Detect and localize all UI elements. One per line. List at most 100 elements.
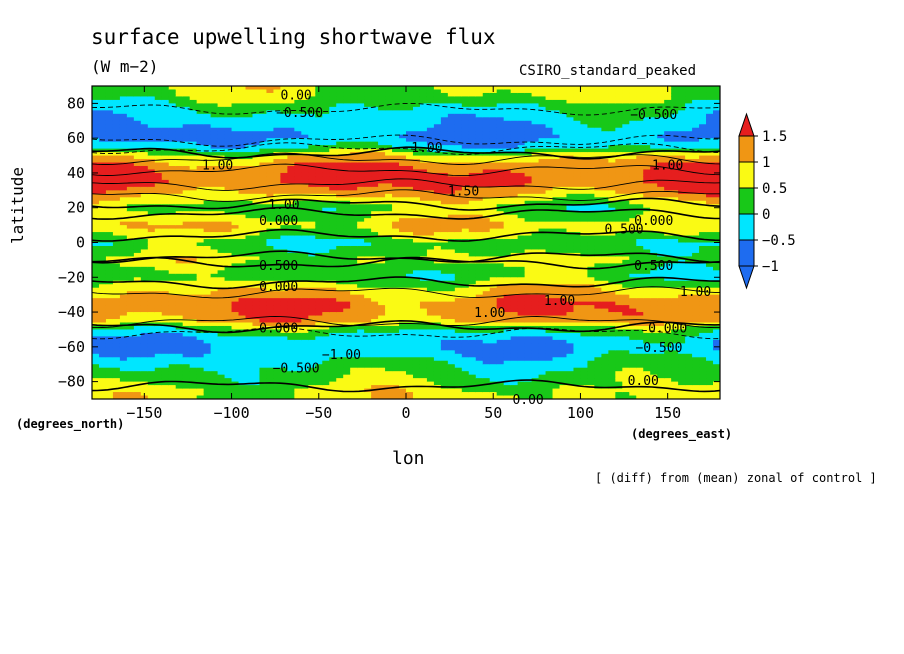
- heatmap-cell: [203, 232, 212, 237]
- heatmap-cell: [378, 211, 386, 216]
- heatmap-cell: [210, 280, 219, 285]
- heatmap-cell: [92, 270, 100, 275]
- heatmap-cell: [92, 169, 100, 174]
- heatmap-cell: [440, 228, 449, 233]
- heatmap-cell: [294, 211, 302, 216]
- heatmap-cell: [385, 92, 393, 98]
- heatmap-cell: [161, 339, 170, 344]
- heatmap-cell: [217, 298, 226, 303]
- heatmap-cell: [196, 287, 205, 292]
- heatmap-cell: [350, 162, 358, 167]
- heatmap-cell: [119, 207, 128, 212]
- heatmap-cell: [440, 225, 449, 230]
- heatmap-cell: [468, 277, 477, 282]
- heatmap-cell: [378, 197, 386, 202]
- heatmap-cell: [259, 259, 268, 264]
- heatmap-cell: [259, 266, 268, 271]
- heatmap-cell: [203, 138, 212, 143]
- heatmap-cell: [259, 176, 268, 181]
- heatmap-cell: [419, 339, 428, 344]
- heatmap-cell: [308, 211, 316, 216]
- heatmap-cell: [322, 190, 330, 195]
- heatmap-cell: [126, 245, 135, 251]
- heatmap-cell: [203, 131, 212, 136]
- heatmap-cell: [154, 117, 163, 122]
- heatmap-cell: [119, 374, 128, 379]
- heatmap-cell: [217, 145, 226, 150]
- heatmap-cell: [92, 106, 100, 111]
- heatmap-cell: [343, 385, 351, 390]
- heatmap-cell: [147, 263, 156, 268]
- heatmap-cell: [168, 106, 177, 111]
- heatmap-cell: [350, 392, 358, 397]
- heatmap-cell: [196, 193, 205, 198]
- heatmap-cell: [364, 218, 372, 223]
- heatmap-cell: [140, 145, 149, 150]
- heatmap-cell: [419, 89, 428, 94]
- heatmap-cell: [399, 277, 407, 282]
- heatmap-cell: [126, 172, 135, 178]
- heatmap-cell: [308, 319, 316, 324]
- heatmap-cell: [378, 315, 386, 320]
- heatmap-cell: [210, 298, 219, 303]
- heatmap-cell: [287, 256, 295, 261]
- heatmap-cell: [154, 232, 163, 237]
- heatmap-cell: [287, 339, 295, 344]
- heatmap-cell: [231, 228, 240, 233]
- heatmap-cell: [308, 273, 316, 278]
- heatmap-cell: [189, 263, 198, 268]
- heatmap-cell: [119, 92, 128, 98]
- heatmap-cell: [357, 138, 365, 143]
- heatmap-cell: [126, 259, 135, 264]
- heatmap-cell: [273, 277, 281, 282]
- heatmap-cell: [105, 131, 114, 136]
- heatmap-cell: [140, 298, 149, 303]
- heatmap-cell: [468, 214, 477, 219]
- heatmap-cell: [280, 367, 288, 372]
- heatmap-cell: [168, 392, 177, 397]
- heatmap-cell: [112, 169, 121, 174]
- heatmap-cell: [301, 89, 309, 94]
- heatmap-cell: [126, 381, 135, 386]
- heatmap-cell: [203, 103, 212, 108]
- heatmap-cell: [322, 165, 330, 171]
- heatmap-cell: [336, 360, 344, 365]
- heatmap-cell: [98, 113, 107, 118]
- heatmap-cell: [440, 287, 449, 292]
- heatmap-cell: [182, 280, 191, 285]
- heatmap-cell: [447, 284, 456, 289]
- heatmap-cell: [196, 249, 205, 254]
- heatmap-cell: [231, 308, 240, 313]
- heatmap-cell: [294, 120, 302, 125]
- heatmap-cell: [399, 127, 407, 132]
- heatmap-cell: [224, 221, 233, 226]
- heatmap-cell: [447, 245, 456, 251]
- heatmap-cell: [454, 360, 463, 365]
- heatmap-cell: [336, 270, 344, 275]
- heatmap-cell: [322, 371, 330, 376]
- heatmap-cell: [322, 357, 330, 362]
- heatmap-cell: [126, 145, 135, 150]
- heatmap-cell: [98, 200, 107, 205]
- heatmap-cell: [147, 277, 156, 282]
- heatmap-cell: [259, 242, 268, 247]
- heatmap-cell: [210, 277, 219, 282]
- heatmap-cell: [231, 367, 240, 372]
- heatmap-cell: [378, 155, 386, 160]
- heatmap-cell: [468, 92, 477, 98]
- heatmap-cell: [461, 353, 470, 358]
- heatmap-cell: [440, 322, 449, 327]
- heatmap-cell: [301, 277, 309, 282]
- heatmap-cell: [454, 322, 463, 327]
- heatmap-cell: [140, 211, 149, 216]
- heatmap-cell: [92, 214, 100, 219]
- heatmap-cell: [196, 159, 205, 164]
- heatmap-cell: [343, 117, 351, 122]
- heatmap-cell: [385, 235, 393, 240]
- heatmap-cell: [426, 319, 435, 324]
- heatmap-cell: [259, 179, 268, 184]
- heatmap-cell: [364, 204, 372, 209]
- heatmap-cell: [301, 385, 309, 390]
- heatmap-cell: [189, 204, 198, 209]
- heatmap-cell: [147, 193, 156, 198]
